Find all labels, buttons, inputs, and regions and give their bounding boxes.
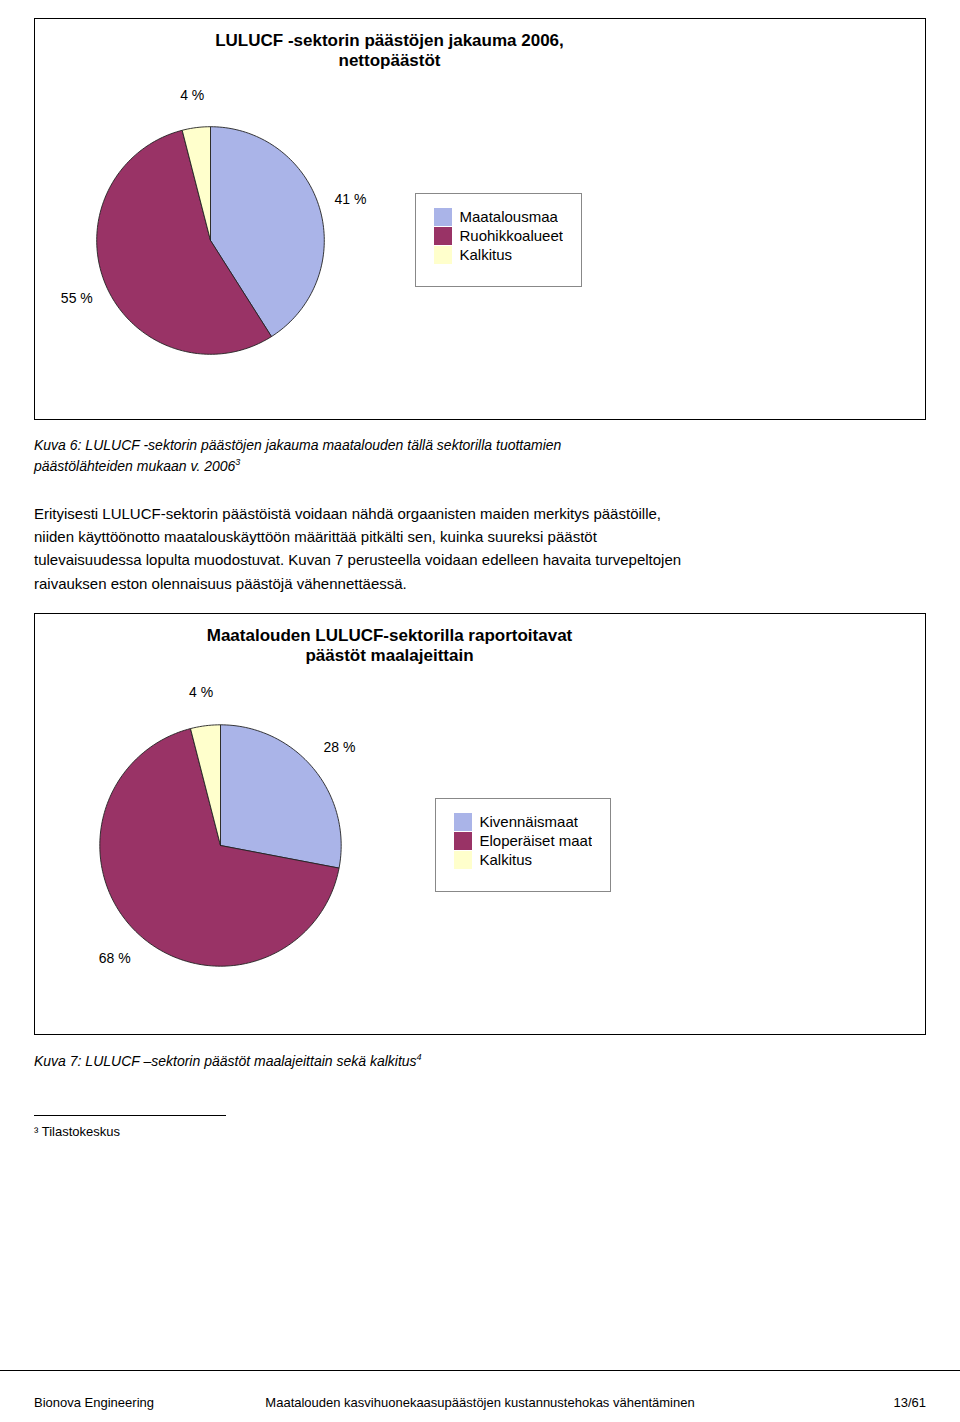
html-text:Kalkitus: Kalkitus (459, 246, 512, 264)
html-text:Maatalousmaa: Maatalousmaa (459, 208, 558, 226)
svg-text:55 %: 55 % (61, 290, 93, 306)
svg-text:4 %: 4 % (180, 87, 204, 103)
html-text:Maatalouden kasvihuonekaasupää: Maatalouden kasvihuonekaasupäästöjen kus… (265, 1395, 695, 1410)
html-text:Kuva 7: LULUCF –sektorin pääst: Kuva 7: LULUCF –sektorin päästöt maalaje… (34, 1051, 422, 1069)
html-text:Eloperäiset maat: Eloperäiset maat (479, 832, 593, 850)
html-text:3: 3 (235, 456, 241, 467)
html-text:Kuva 6: LULUCF -sektorin pääst: Kuva 6: LULUCF -sektorin päästöjen jakau… (34, 437, 562, 453)
html-text:Maatalouden LULUCF-sektorilla: Maatalouden LULUCF-sektorilla raportoita… (206, 625, 573, 665)
html-text:Kivennäismaat: Kivennäismaat (479, 813, 578, 831)
html-text:raivauksen eston olennaisuus p: raivauksen eston olennaisuus päästöjä vä… (34, 574, 407, 592)
svg-text:68 %: 68 % (99, 949, 131, 965)
html-text:Bionova Engineering: Bionova Engineering (34, 1395, 154, 1410)
html-text:päästölähteiden mukaan v. 2006: päästölähteiden mukaan v. 2006 (34, 457, 236, 474)
html-text:LULUCF -sektorin päästöjen jak: LULUCF -sektorin päästöjen jakauma 2006,… (215, 31, 564, 70)
svg-text:28 %: 28 % (324, 738, 356, 754)
html-text:Erityisesti LULUCF-sektorin pä: Erityisesti LULUCF-sektorin päästöistä v… (34, 504, 661, 522)
html-text:niiden käyttöönotto maatalousk: niiden käyttöönotto maatalouskäyttöön mä… (34, 528, 597, 546)
html-text:³ Tilastokeskus: ³ Tilastokeskus (34, 1124, 120, 1140)
html-text:tulevaisuudessa lopulta muodos: tulevaisuudessa lopulta muodostuvat. Kuv… (34, 551, 682, 569)
html-text:Kalkitus: Kalkitus (479, 851, 532, 869)
svg-text:4 %: 4 % (189, 684, 213, 700)
html-text:Ruohikkoalueet: Ruohikkoalueet (459, 227, 563, 245)
svg-text:41 %: 41 % (334, 191, 366, 207)
html-text:13/61: 13/61 (893, 1395, 926, 1410)
